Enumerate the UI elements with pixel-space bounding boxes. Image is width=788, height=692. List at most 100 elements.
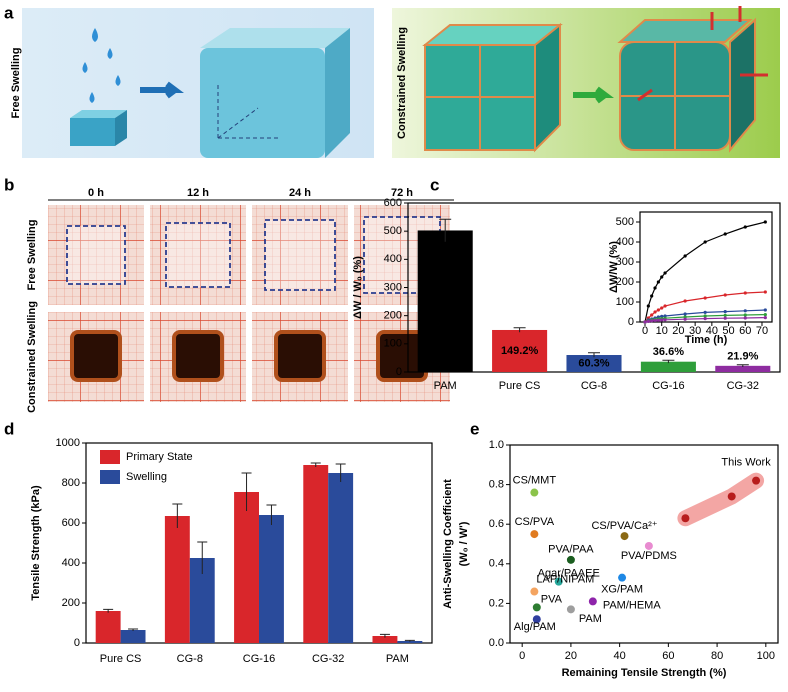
point [660, 318, 664, 322]
plot-frame [639, 211, 773, 323]
value-label: 502.5% [427, 320, 465, 332]
error-bar [404, 639, 415, 642]
y-axis-label: ΔW/W (%) [608, 241, 620, 293]
y-tick-label: 0.6 [489, 518, 504, 530]
x-tick-label: 70 [756, 325, 768, 337]
y-tick-label: 400 [62, 557, 80, 569]
point [681, 514, 690, 523]
free-swelling-illustration [70, 28, 350, 158]
row-label: Free Swelling [26, 220, 38, 291]
point [566, 555, 575, 564]
x-axis-label: Remaining Tensile Strength (%) [562, 667, 727, 679]
y-tick-label: 0.0 [489, 637, 504, 649]
point [743, 225, 747, 229]
y-tick-label: 300 [384, 281, 402, 293]
point [650, 294, 654, 298]
point-label: LAP/NIPAM [536, 573, 594, 585]
x-tick-label: CG-16 [652, 380, 684, 392]
point [723, 313, 727, 317]
point [763, 220, 767, 224]
y-tick-label: 100 [616, 296, 634, 308]
point [663, 318, 667, 322]
swelling-outline [66, 225, 126, 285]
error-bar [266, 504, 277, 525]
error-bar [103, 608, 114, 613]
x-tick-label: 60 [739, 325, 751, 337]
bar [120, 630, 146, 643]
point [653, 286, 657, 290]
time-label: 72 h [391, 187, 413, 199]
point-label: PAM [579, 613, 602, 625]
point [723, 310, 727, 314]
bar [234, 492, 259, 643]
photo-free [252, 205, 348, 305]
point [653, 310, 657, 314]
point [656, 308, 660, 312]
point-label: PVA [541, 593, 563, 605]
point-label: CS/PVA/Ca²⁺ [591, 520, 657, 532]
y-tick-label: 200 [62, 597, 80, 609]
point-label: Agar/PAAEE [538, 568, 600, 580]
point [532, 615, 541, 624]
point-label: Alg/PAM [514, 621, 556, 633]
error-bar [128, 628, 139, 631]
point [743, 309, 747, 313]
y-tick-label: 0 [628, 316, 634, 328]
y-axis-label: ΔW / W₀ (%) [352, 256, 364, 319]
point-label: XG/PAM [601, 584, 643, 596]
x-tick-label: PAM [434, 380, 457, 392]
photo-free [48, 205, 144, 305]
point [763, 313, 767, 317]
point [663, 314, 667, 318]
point [763, 316, 767, 320]
x-tick-label: 20 [672, 325, 684, 337]
value-label: 60.3% [578, 357, 609, 369]
x-tick-label: CG-32 [312, 653, 344, 665]
x-tick-label: Pure CS [100, 653, 142, 665]
point [660, 314, 664, 318]
x-tick-label: CG-8 [581, 380, 607, 392]
point [530, 488, 539, 497]
x-tick-label: 40 [706, 325, 718, 337]
plot-frame [509, 444, 779, 644]
point [566, 605, 575, 614]
bar [303, 465, 329, 643]
point [703, 314, 707, 318]
y-tick-label: 0 [396, 366, 402, 378]
error-bar [172, 503, 183, 528]
chart-scatter: 0.0 0.2 0.4 0.6 0.8 1.0 0 20 40 60 80 100 Anti-Swell… [442, 439, 779, 679]
y-tick-label: 800 [62, 477, 80, 489]
constrained-sample [274, 330, 326, 382]
y-tick-label: 300 [616, 256, 634, 268]
time-label: 24 h [289, 187, 311, 199]
y-axis-label: Anti-Swelling Coefficient [442, 479, 454, 609]
point [763, 308, 767, 312]
y-tick-label: 0.4 [489, 558, 504, 570]
bar [640, 361, 696, 372]
point [660, 306, 664, 310]
y-tick-label: 1.0 [489, 439, 504, 451]
x-tick-label: 10 [656, 325, 668, 337]
inset-bg [610, 208, 776, 346]
point [554, 577, 563, 586]
error-bar [379, 633, 390, 638]
point [532, 603, 541, 612]
y-tick-label: 500 [616, 216, 634, 228]
point [683, 299, 687, 303]
constrained-sample [70, 330, 122, 382]
point [763, 290, 767, 294]
bar [259, 515, 284, 643]
point [588, 597, 597, 606]
time-label: 0 h [88, 187, 104, 199]
swelling-outline [264, 219, 336, 291]
x-tick-label: 100 [757, 650, 775, 662]
point [643, 320, 647, 324]
x-tick-label: 0 [642, 325, 648, 337]
y-axis-label: Tensile Strength (kPa) [30, 485, 42, 601]
x-tick-label: Pure CS [499, 380, 541, 392]
point [663, 304, 667, 308]
error-bar [513, 327, 526, 333]
y-tick-label: 400 [616, 236, 634, 248]
point [644, 541, 653, 550]
point [530, 530, 539, 539]
